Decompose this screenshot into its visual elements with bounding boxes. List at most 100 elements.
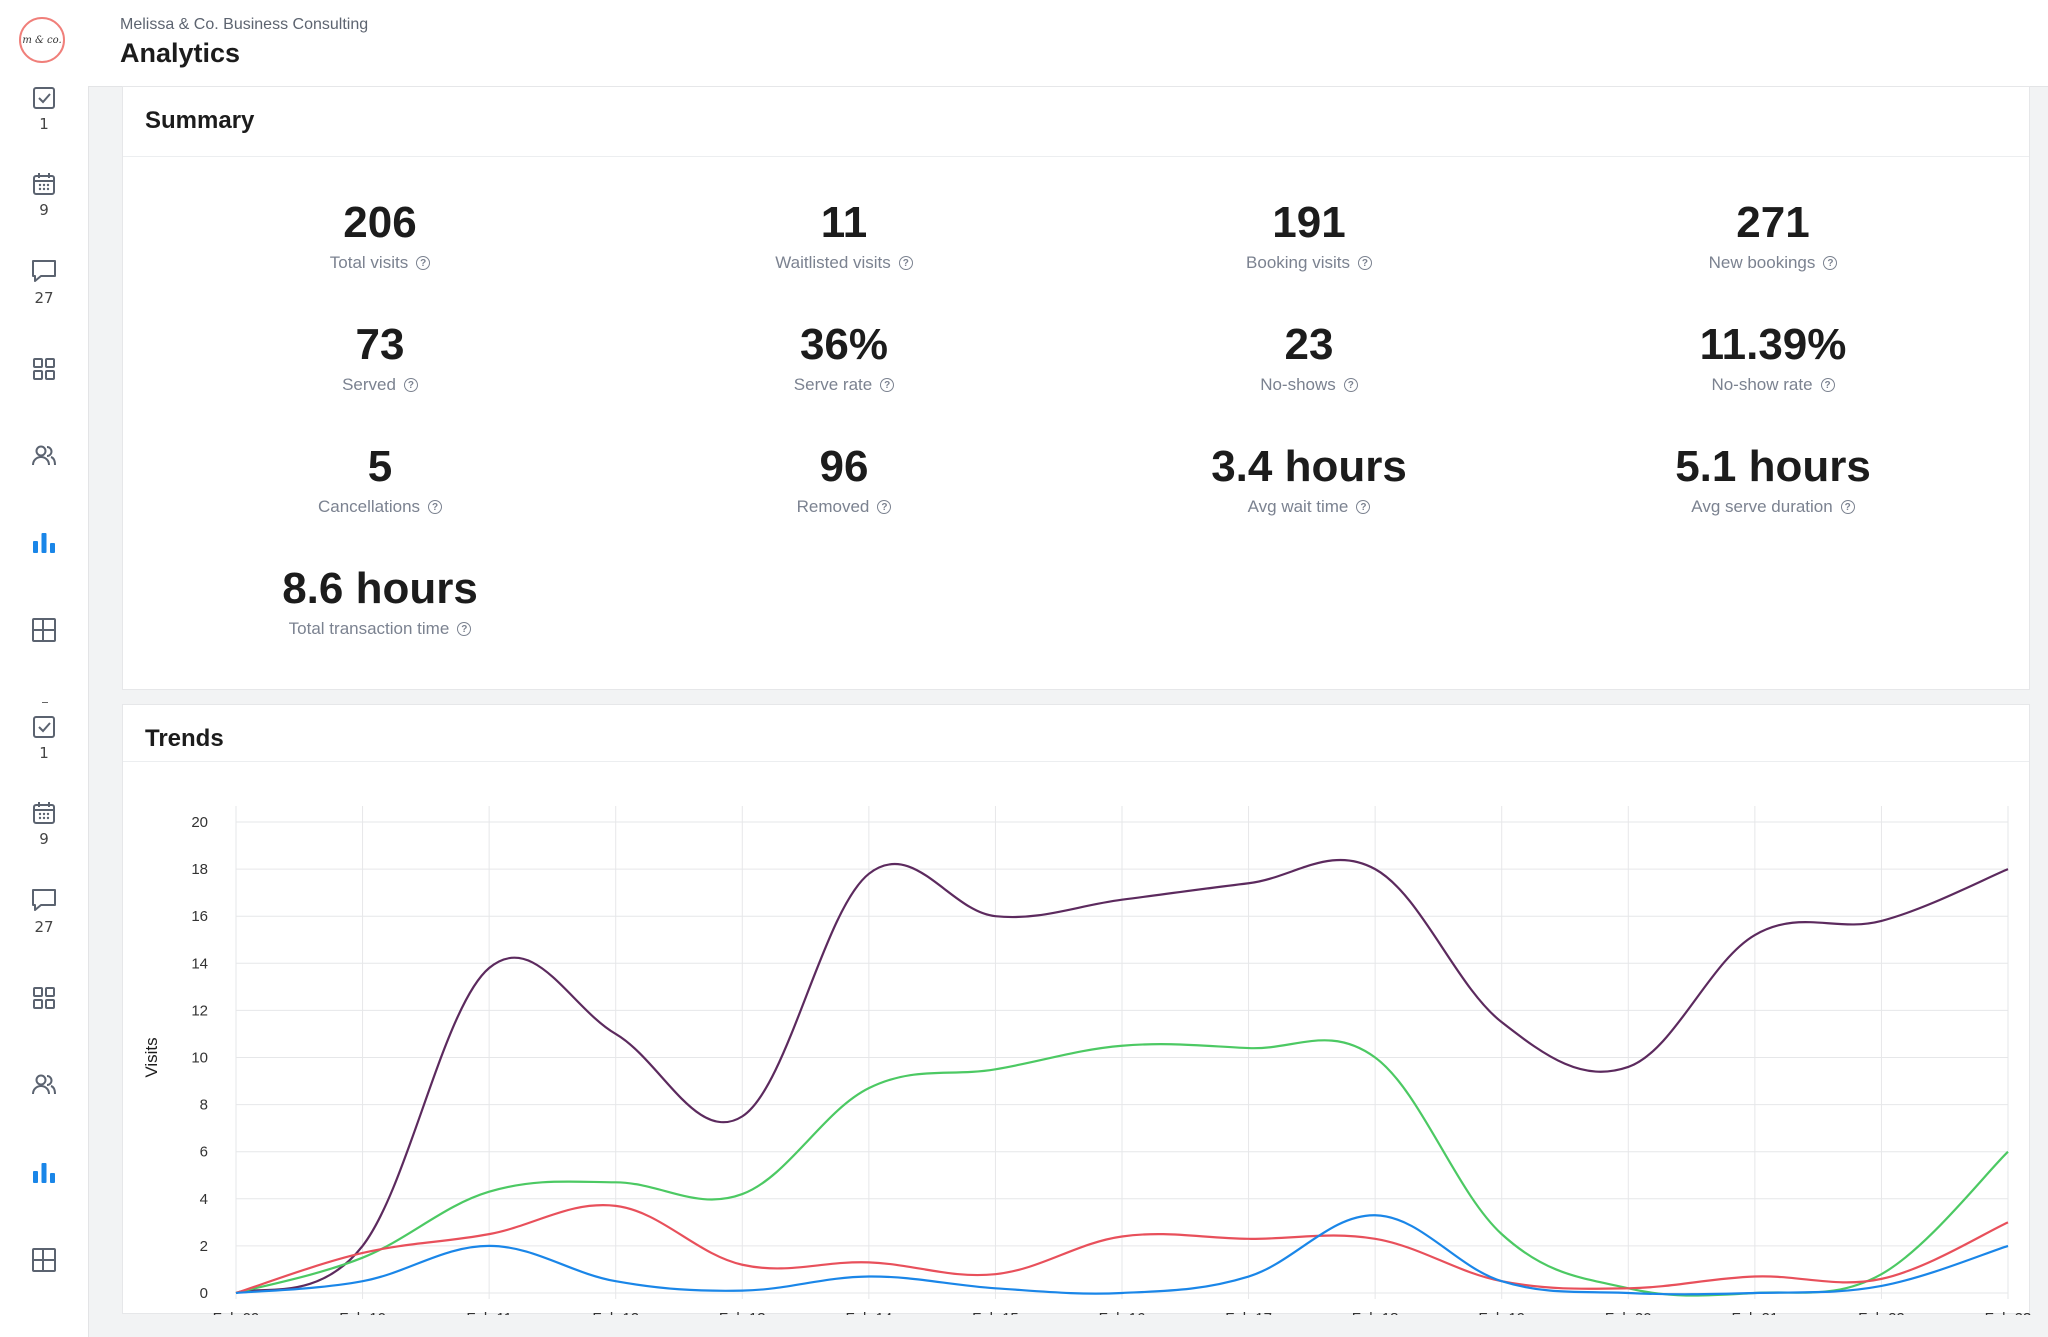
help-icon[interactable]: ? bbox=[1343, 378, 1358, 392]
organization-name: Melissa & Co. Business Consulting bbox=[120, 16, 369, 33]
stat-label: No-show rate bbox=[1711, 375, 1813, 394]
y-tick-label: 10 bbox=[191, 1050, 208, 1067]
help-icon[interactable]: ? bbox=[1356, 500, 1371, 514]
stat-label: Total visits bbox=[329, 253, 409, 272]
help-icon[interactable]: ? bbox=[1357, 256, 1372, 270]
stat-serve-rate: 36% Serve rate? bbox=[614, 319, 1074, 395]
sidebar-item-checkbox-2[interactable]: 1 bbox=[0, 714, 88, 762]
stat-label-row: Total visits? bbox=[329, 253, 431, 273]
x-tick-label: Feb 11 bbox=[466, 1310, 512, 1315]
y-tick-label: 14 bbox=[191, 955, 208, 972]
trends-chart: 0 2 4 6 8 10 12 14 16 18 20 Feb 09 Feb 10 Feb 11 Feb 1… bbox=[142, 806, 2031, 1315]
sidebar-item-count: 9 bbox=[39, 201, 49, 219]
help-icon[interactable]: ? bbox=[457, 622, 472, 636]
stat-value: 191 bbox=[1272, 198, 1346, 247]
sidebar-item-layout[interactable] bbox=[0, 616, 88, 644]
page-title: Analytics bbox=[120, 38, 241, 68]
stat-label: Avg wait time bbox=[1247, 497, 1349, 516]
stat-label: Served bbox=[342, 375, 396, 394]
y-axis-label: Visits bbox=[142, 1037, 161, 1077]
grid-icon bbox=[31, 985, 57, 1011]
sidebar-item-count: 9 bbox=[39, 830, 49, 848]
grid-icon bbox=[31, 356, 57, 382]
stat-value: 5.1 hours bbox=[1675, 442, 1871, 491]
trends-panel: Trends 0 2 4 6 8 10 12 14 16 18 20 Feb 09 Feb 10 Feb … bbox=[122, 704, 2031, 1315]
summary-title: Summary bbox=[145, 107, 255, 134]
sidebar-item-checkbox[interactable]: 1 bbox=[0, 85, 88, 133]
sidebar-item-users-2[interactable] bbox=[0, 1071, 88, 1099]
help-icon[interactable]: ? bbox=[1820, 378, 1835, 392]
sidebar-item-count: 27 bbox=[34, 918, 54, 936]
help-icon[interactable]: ? bbox=[880, 378, 895, 392]
stat-cancellations: 5 Cancellations? bbox=[150, 441, 610, 517]
stat-new-bookings: 271 New bookings? bbox=[1543, 197, 2003, 273]
y-tick-label: 20 bbox=[191, 814, 208, 831]
calendar-icon bbox=[31, 800, 57, 826]
stat-no-show-rate: 11.39% No-show rate? bbox=[1543, 319, 2003, 395]
sidebar-item-grid-2[interactable] bbox=[0, 985, 88, 1011]
help-icon[interactable]: ? bbox=[416, 256, 431, 270]
stat-value: 11.39% bbox=[1699, 320, 1847, 369]
x-tick-label: Feb 15 bbox=[972, 1310, 1019, 1315]
x-tick-label: Feb 21 bbox=[1732, 1310, 1779, 1315]
stat-label-row: Avg serve duration? bbox=[1691, 497, 1855, 517]
stat-label: Avg serve duration bbox=[1691, 497, 1833, 516]
stat-label: Removed bbox=[796, 497, 870, 516]
sidebar-item-grid[interactable] bbox=[0, 356, 88, 382]
trends-divider bbox=[123, 761, 2029, 762]
stat-avg-wait-time: 3.4 hours Avg wait time? bbox=[1079, 441, 1539, 517]
y-tick-label: 2 bbox=[200, 1238, 208, 1255]
series-line-4 bbox=[235, 1214, 2009, 1296]
sidebar: m & co. 1 9 27 1 9 27 bbox=[0, 0, 89, 1337]
sidebar-item-chat-2[interactable]: 27 bbox=[0, 886, 88, 936]
help-icon[interactable]: ? bbox=[898, 256, 913, 270]
stat-served: 73 Served? bbox=[150, 319, 610, 395]
y-tick-label: 0 bbox=[200, 1285, 208, 1302]
y-tick-label: 4 bbox=[200, 1191, 208, 1208]
x-tick-label: Feb 17 bbox=[1225, 1310, 1272, 1315]
sidebar-item-bar-chart-2[interactable] bbox=[0, 1159, 88, 1187]
help-icon[interactable]: ? bbox=[877, 500, 892, 514]
stat-value: 23 bbox=[1284, 320, 1334, 369]
help-icon[interactable]: ? bbox=[428, 500, 443, 514]
stat-label-row: Waitlisted visits? bbox=[775, 253, 913, 273]
sidebar-item-count: 1 bbox=[39, 744, 49, 762]
stat-value: 36% bbox=[799, 320, 889, 369]
stat-label: No-shows bbox=[1260, 375, 1336, 394]
stat-avg-serve-duration: 5.1 hours Avg serve duration? bbox=[1543, 441, 2003, 517]
layout-icon bbox=[30, 616, 58, 644]
sidebar-item-users[interactable] bbox=[0, 442, 88, 470]
checkbox-icon bbox=[31, 85, 57, 111]
series-line-2 bbox=[235, 1039, 2009, 1297]
stat-label-row: Cancellations? bbox=[318, 497, 443, 517]
sidebar-item-calendar-2[interactable]: 9 bbox=[0, 800, 88, 848]
y-tick-label: 8 bbox=[200, 1097, 208, 1114]
help-icon[interactable]: ? bbox=[1840, 500, 1855, 514]
series-line-3 bbox=[235, 1204, 2009, 1295]
stat-label-row: Booking visits? bbox=[1246, 253, 1372, 273]
stat-label-row: No-shows? bbox=[1260, 375, 1358, 395]
sidebar-item-bar-chart[interactable] bbox=[0, 529, 88, 557]
x-tick-label: Feb 23 bbox=[1985, 1310, 2031, 1315]
stat-total-visits: 206 Total visits? bbox=[150, 197, 610, 273]
stat-label-row: New bookings? bbox=[1709, 253, 1838, 273]
x-tick-label: Feb 10 bbox=[339, 1310, 386, 1315]
stat-value: 73 bbox=[355, 320, 405, 369]
stat-label-row: Total transaction time? bbox=[289, 619, 472, 639]
x-tick-label: Feb 16 bbox=[1099, 1310, 1146, 1315]
stat-label-row: Serve rate? bbox=[794, 375, 895, 395]
sidebar-item-layout-2[interactable] bbox=[0, 1246, 88, 1274]
stat-removed: 96 Removed? bbox=[614, 441, 1074, 517]
x-tick-label: Feb 22 bbox=[1858, 1310, 1905, 1315]
y-tick-label: 12 bbox=[191, 1002, 208, 1019]
stat-label: New bookings bbox=[1708, 253, 1816, 272]
brand-logo[interactable]: m & co. bbox=[19, 17, 65, 63]
layout-icon bbox=[30, 1246, 58, 1274]
sidebar-item-calendar[interactable]: 9 bbox=[0, 171, 88, 219]
sidebar-item-chat[interactable]: 27 bbox=[0, 257, 88, 307]
y-tick-label: 16 bbox=[191, 908, 208, 925]
help-icon[interactable]: ? bbox=[1823, 256, 1838, 270]
help-icon[interactable]: ? bbox=[403, 378, 418, 392]
x-tick-label: Feb 14 bbox=[846, 1310, 893, 1315]
stat-total-transaction-time: 8.6 hours Total transaction time? bbox=[150, 563, 610, 639]
